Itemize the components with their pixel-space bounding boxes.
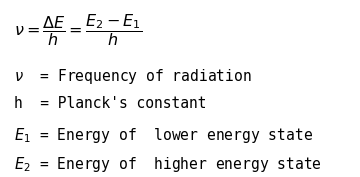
- Text: $E_2$ = Energy of  higher energy state: $E_2$ = Energy of higher energy state: [14, 155, 322, 174]
- Text: $\nu = \dfrac{\Delta E}{h} = \dfrac{E_2 - E_1}{h}$: $\nu = \dfrac{\Delta E}{h} = \dfrac{E_2 …: [14, 12, 143, 48]
- Text: h  = Planck's constant: h = Planck's constant: [14, 96, 207, 112]
- Text: $E_1$ = Energy of  lower energy state: $E_1$ = Energy of lower energy state: [14, 126, 314, 145]
- Text: $\nu$  = Frequency of radiation: $\nu$ = Frequency of radiation: [14, 67, 252, 86]
